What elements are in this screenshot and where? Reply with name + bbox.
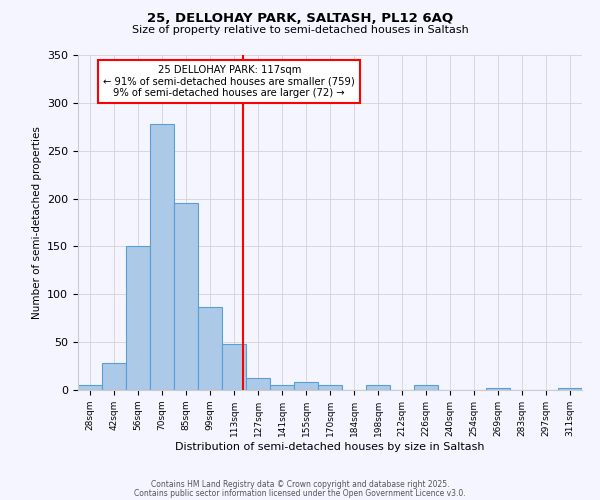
Bar [414,385,438,390]
Bar [270,385,294,390]
Bar [294,382,318,390]
Bar [222,344,246,390]
Y-axis label: Number of semi-detached properties: Number of semi-detached properties [32,126,41,319]
Bar [366,385,390,390]
Text: Size of property relative to semi-detached houses in Saltash: Size of property relative to semi-detach… [131,25,469,35]
Bar [78,385,102,390]
Text: 25, DELLOHAY PARK, SALTASH, PL12 6AQ: 25, DELLOHAY PARK, SALTASH, PL12 6AQ [147,12,453,26]
Bar [102,363,126,390]
X-axis label: Distribution of semi-detached houses by size in Saltash: Distribution of semi-detached houses by … [175,442,485,452]
Bar [558,388,582,390]
Text: Contains HM Land Registry data © Crown copyright and database right 2025.: Contains HM Land Registry data © Crown c… [151,480,449,489]
Text: 25 DELLOHAY PARK: 117sqm
← 91% of semi-detached houses are smaller (759)
9% of s: 25 DELLOHAY PARK: 117sqm ← 91% of semi-d… [103,65,355,98]
Bar [198,306,222,390]
Bar [174,204,198,390]
Bar [486,388,510,390]
Bar [318,385,342,390]
Bar [126,246,150,390]
Text: Contains public sector information licensed under the Open Government Licence v3: Contains public sector information licen… [134,488,466,498]
Bar [150,124,174,390]
Bar [246,378,270,390]
